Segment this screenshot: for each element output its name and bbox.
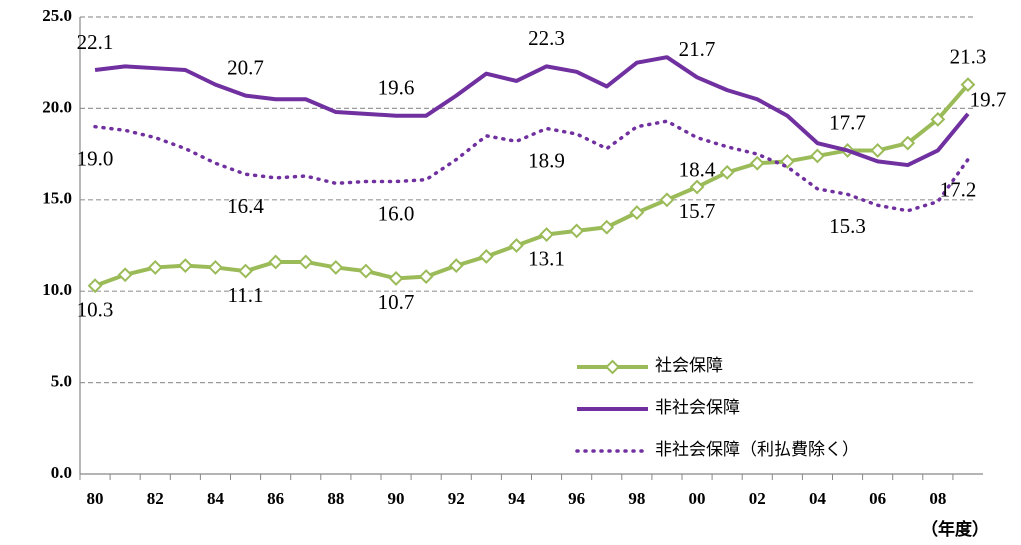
- data-label: 18.4: [679, 157, 716, 181]
- data-label: 10.3: [77, 298, 114, 322]
- data-label: 21.3: [950, 44, 987, 68]
- x-tick-label: 06: [869, 489, 886, 508]
- point-marker: [749, 155, 765, 171]
- data-label: 17.2: [940, 177, 977, 201]
- point-marker: [328, 260, 344, 275]
- point-marker: [147, 260, 163, 275]
- point-marker: [719, 164, 735, 180]
- data-label: 19.7: [970, 88, 1007, 112]
- point-marker: [509, 238, 524, 253]
- point-marker: [870, 143, 886, 158]
- x-tick-label: 92: [448, 489, 465, 508]
- series-line: [94, 55, 970, 168]
- point-marker: [358, 263, 374, 279]
- x-axis-title: （年度）: [921, 519, 989, 539]
- x-tick-label: 82: [147, 489, 164, 508]
- data-label: 20.7: [227, 55, 264, 79]
- y-tick-label: 25.0: [42, 6, 72, 25]
- data-label: 15.3: [829, 214, 866, 238]
- point-marker: [930, 111, 946, 127]
- data-label: 18.9: [528, 148, 565, 172]
- x-tick-label: 88: [327, 489, 344, 508]
- x-tick-label: 98: [628, 489, 645, 508]
- point-marker: [960, 77, 976, 93]
- legend-label: 非社会保障: [655, 398, 740, 417]
- point-marker: [117, 267, 133, 283]
- x-tick-label: 90: [388, 489, 405, 508]
- data-label: 19.0: [77, 146, 114, 170]
- x-tick-label: 80: [87, 489, 104, 508]
- y-tick-label: 20.0: [42, 97, 72, 116]
- data-label: 15.7: [679, 199, 716, 223]
- point-marker: [298, 254, 314, 270]
- x-tick-label: 94: [508, 489, 526, 508]
- point-marker: [659, 192, 675, 208]
- data-label: 10.7: [378, 290, 415, 314]
- point-marker: [448, 258, 464, 274]
- point-marker: [599, 219, 615, 235]
- x-tick-label: 02: [749, 489, 766, 508]
- data-label: 22.1: [77, 30, 114, 54]
- point-marker: [238, 263, 253, 279]
- point-marker: [87, 278, 103, 294]
- x-tick-label: 04: [809, 489, 827, 508]
- point-marker: [208, 260, 223, 275]
- legend-label: 社会保障: [655, 356, 723, 375]
- y-tick-label: 10.0: [42, 280, 72, 299]
- x-tick-label: 96: [568, 489, 585, 508]
- point-marker: [268, 254, 284, 270]
- data-label: 21.7: [679, 37, 716, 61]
- data-label: 17.7: [829, 110, 866, 134]
- data-label: 11.1: [228, 283, 264, 307]
- point-marker: [810, 148, 825, 164]
- legend-marker: [605, 359, 620, 375]
- series-line: [93, 119, 970, 213]
- data-label: 16.4: [227, 194, 264, 218]
- x-tick-label: 00: [689, 489, 706, 508]
- x-tick-label: 84: [207, 489, 225, 508]
- data-label: 16.0: [378, 201, 415, 225]
- data-label: 13.1: [528, 246, 565, 270]
- point-marker: [388, 270, 404, 286]
- x-tick-label: 86: [267, 489, 284, 508]
- point-marker: [689, 179, 705, 195]
- y-tick-label: 5.0: [51, 372, 72, 391]
- data-label: 22.3: [528, 26, 565, 50]
- point-marker: [569, 223, 585, 239]
- point-marker: [177, 258, 193, 274]
- data-label: 19.6: [378, 76, 415, 100]
- point-marker: [539, 227, 554, 242]
- legend-label: 非社会保障（利払費除く）: [655, 440, 859, 459]
- point-marker: [418, 269, 434, 284]
- point-marker: [629, 205, 645, 221]
- x-tick-label: 08: [929, 489, 946, 508]
- y-tick-label: 0.0: [51, 463, 72, 482]
- point-marker: [478, 249, 494, 264]
- point-marker: [900, 135, 916, 151]
- y-tick-label: 15.0: [42, 189, 72, 208]
